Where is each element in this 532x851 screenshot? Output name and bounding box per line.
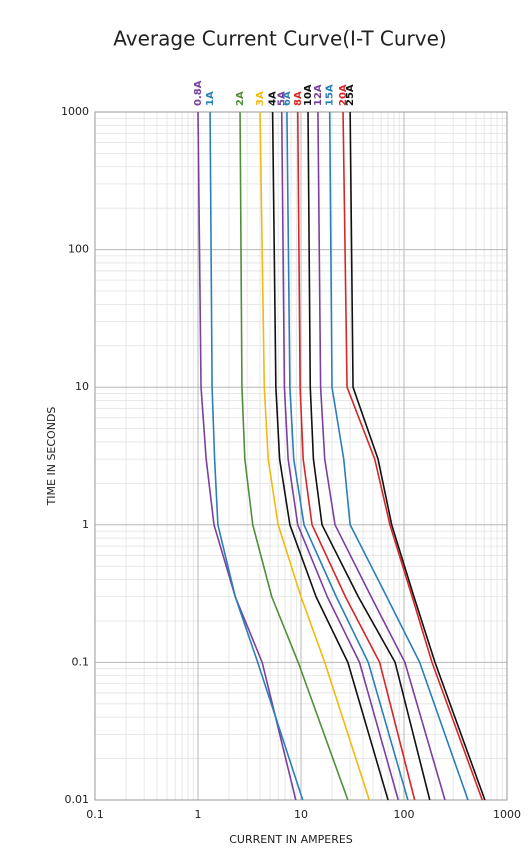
y-tick-label: 1000: [61, 105, 89, 118]
y-tick-label: 0.01: [65, 793, 90, 806]
curve: [271, 111, 389, 801]
curve: [259, 111, 371, 801]
x-tick-label: 100: [394, 808, 415, 821]
x-tick-label: 1000: [493, 808, 521, 821]
x-tick-label: 10: [294, 808, 308, 821]
y-axis-label: TIME IN SECONDS: [45, 407, 58, 507]
legend-label: 25A: [345, 84, 356, 106]
legend-label: 8A: [293, 91, 304, 106]
legend-label: 12A: [313, 84, 324, 106]
y-tick-label: 0.1: [72, 655, 90, 668]
y-tick-label: 10: [75, 380, 89, 393]
plot-frame: [94, 111, 508, 801]
curve: [209, 111, 304, 801]
chart-title: Average Current Curve(I-T Curve): [113, 27, 446, 51]
legend-label: 4A: [268, 91, 279, 106]
curve: [239, 111, 349, 801]
legend-label: 2A: [235, 91, 246, 106]
legend-label: 15A: [325, 84, 336, 106]
legend-label: 5A: [277, 91, 288, 106]
x-axis-label: CURRENT IN AMPERES: [229, 833, 353, 846]
legend-label: 20A: [338, 84, 349, 106]
curve: [296, 111, 416, 801]
legend-label: 10A: [303, 84, 314, 106]
curve: [197, 111, 297, 801]
curve: [307, 111, 431, 801]
curve: [286, 111, 409, 801]
legend-label: 1A: [205, 91, 216, 106]
curve: [328, 111, 469, 801]
legend-label: 6A: [282, 91, 293, 106]
y-tick-label: 100: [68, 243, 89, 256]
curve: [349, 111, 486, 801]
y-tick-label: 1: [82, 518, 89, 531]
x-tick-label: 1: [195, 808, 202, 821]
curve: [317, 111, 446, 801]
legend-label: 3A: [255, 91, 266, 106]
x-tick-label: 0.1: [86, 808, 104, 821]
curve: [280, 111, 400, 801]
legend-label: 0.8A: [193, 80, 204, 106]
curve: [342, 111, 484, 801]
